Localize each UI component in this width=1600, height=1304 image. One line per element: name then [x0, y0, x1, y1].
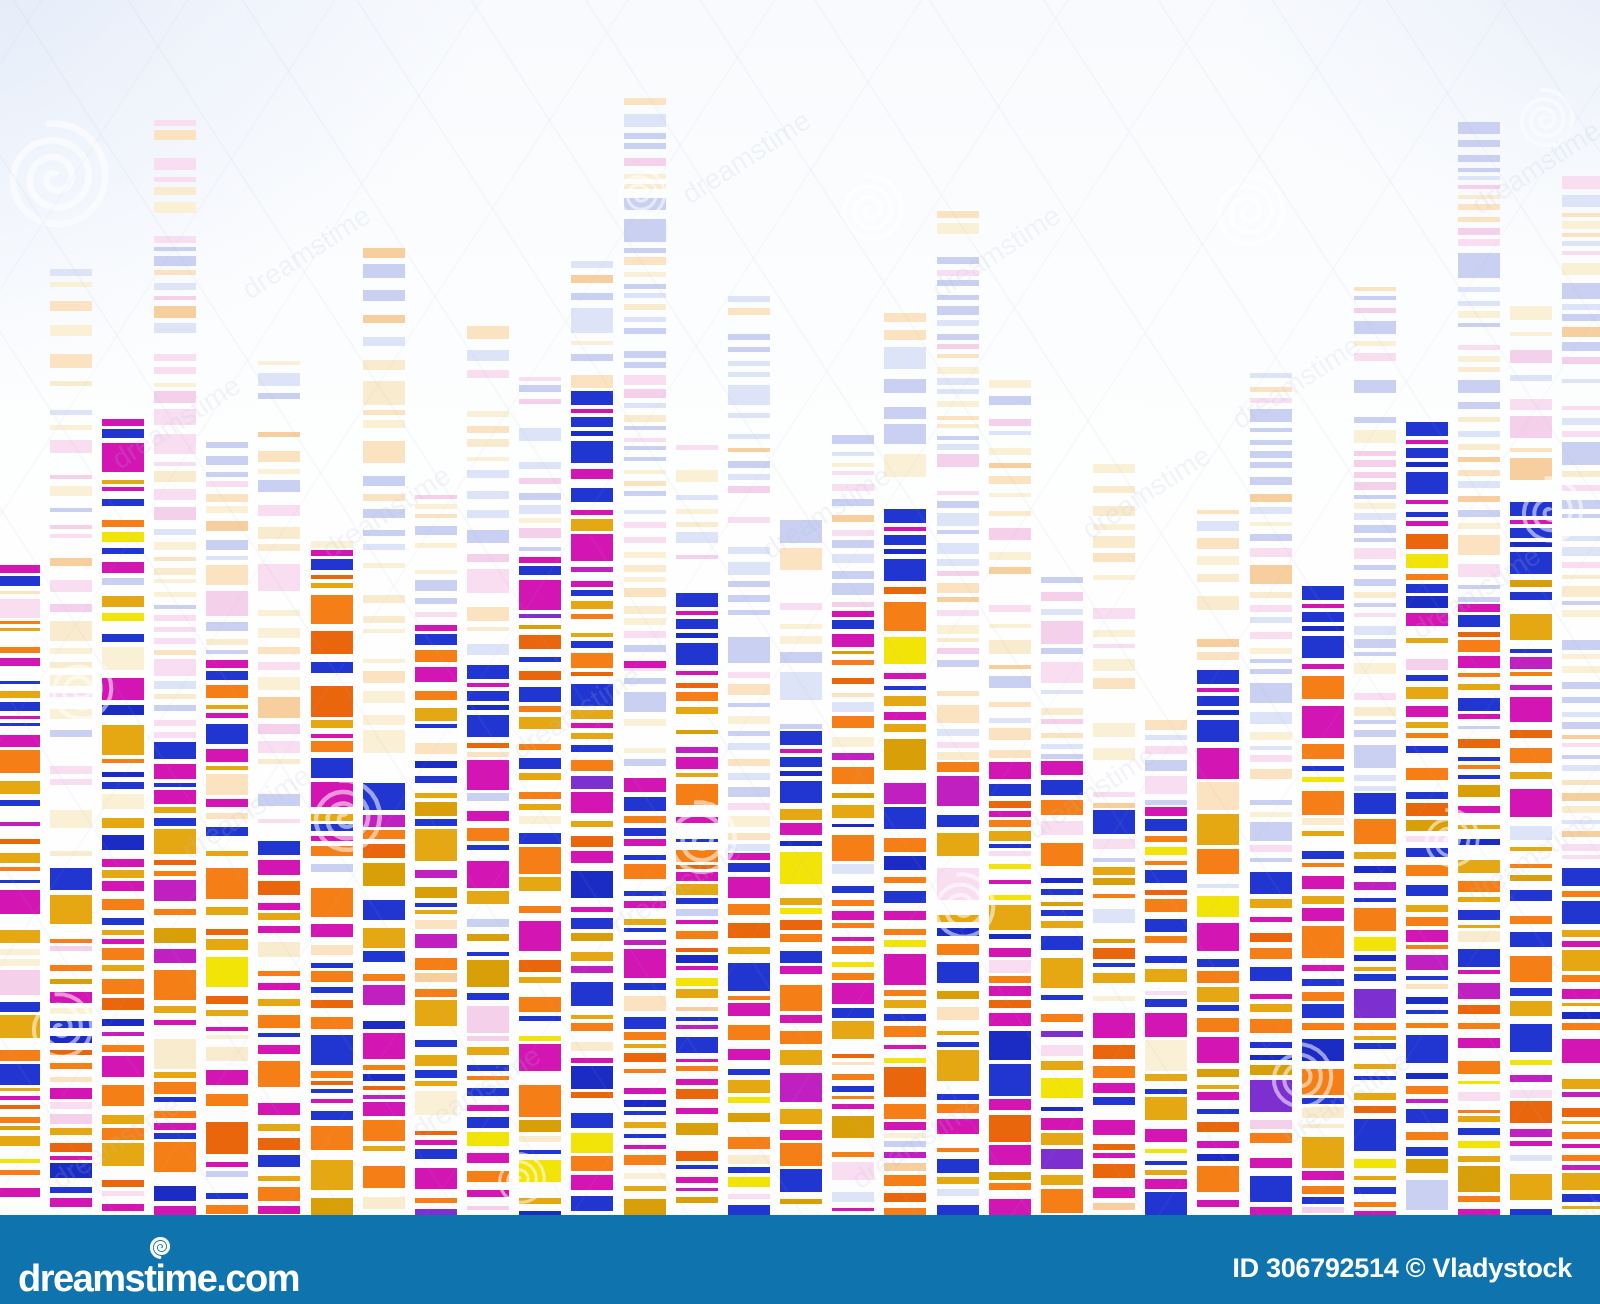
svg-text:dreamstime.com: dreamstime.com [18, 1258, 299, 1300]
svg-text:ID 306792514 © Vladystock: ID 306792514 © Vladystock [1232, 1253, 1573, 1283]
